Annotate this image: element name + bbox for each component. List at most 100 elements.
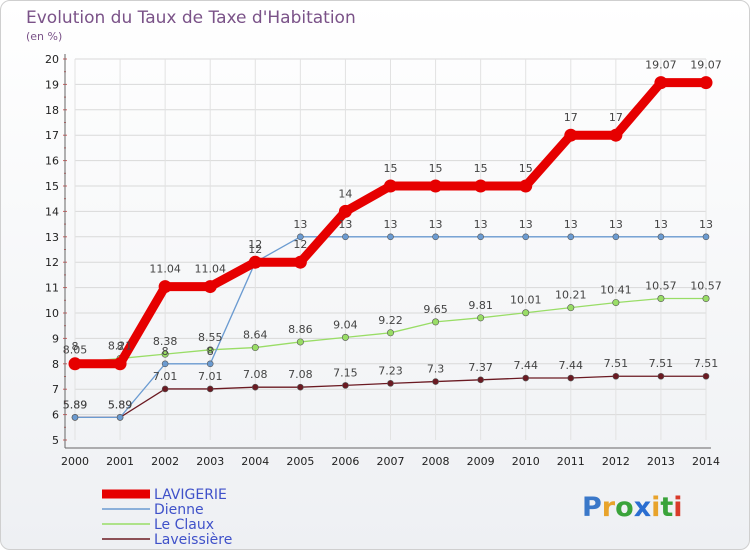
data-label: 7.08 [288, 368, 313, 381]
data-label: 11.04 [149, 263, 181, 276]
data-label: 7.23 [378, 364, 403, 377]
data-point [387, 233, 394, 241]
data-point [161, 385, 169, 393]
data-point [338, 204, 352, 218]
y-tick-label: 12 [45, 256, 59, 269]
data-point [657, 372, 665, 380]
chart-title: Evolution du Taux de Taxe d'Habitation [26, 8, 356, 28]
data-point [206, 360, 214, 368]
x-tick-label: 2000 [61, 455, 89, 468]
data-label: 8 [117, 340, 124, 353]
legend-item: Le Claux [102, 517, 214, 533]
x-tick-label: 2009 [467, 455, 495, 468]
y-tick-label: 17 [45, 129, 59, 142]
data-label: 5.89 [108, 398, 133, 411]
data-label: 13 [429, 218, 443, 231]
data-label: 8 [207, 345, 214, 358]
series-laveissi-re [71, 372, 710, 421]
data-label: 5.89 [63, 398, 88, 411]
data-point [251, 344, 259, 352]
y-tick-label: 15 [45, 180, 59, 193]
data-point [342, 233, 349, 241]
data-point [702, 233, 710, 241]
data-label: 19.07 [690, 59, 722, 72]
data-label: 10.21 [555, 289, 587, 302]
y-tick-label: 14 [45, 205, 59, 218]
data-label: 13 [609, 218, 623, 231]
logo-letter: o [615, 492, 634, 523]
data-label: 13 [474, 218, 488, 231]
x-tick-label: 2011 [557, 455, 585, 468]
data-label: 7.3 [427, 363, 445, 376]
data-label: 13 [654, 218, 668, 231]
data-label: 7.44 [559, 359, 584, 372]
data-label: 12 [248, 243, 262, 256]
data-point [293, 255, 307, 269]
x-tick-label: 2002 [151, 455, 179, 468]
data-point [297, 383, 304, 391]
data-label: 12 [293, 238, 307, 251]
data-label: 8.64 [243, 329, 268, 342]
data-label: 9.22 [378, 314, 403, 327]
logo-letter: i [673, 492, 682, 523]
data-point [609, 128, 623, 142]
data-point [161, 350, 169, 358]
x-tick-label: 2008 [422, 455, 450, 468]
data-point [68, 357, 82, 371]
data-point [161, 360, 169, 368]
data-label: 10.57 [690, 280, 722, 293]
legend-label: LAVIGERIE [154, 487, 227, 503]
data-label: 7.37 [468, 361, 493, 374]
data-label: 10.41 [600, 284, 632, 297]
logo-letter: x [634, 492, 651, 523]
data-point [341, 333, 349, 341]
data-label: 7.08 [243, 368, 268, 381]
data-point [612, 233, 620, 241]
proxiti-logo: Proxiti [582, 492, 683, 523]
data-point [297, 233, 304, 241]
data-point [296, 338, 304, 346]
legend-item: Laveissière [102, 532, 232, 548]
data-label: 8 [72, 340, 79, 353]
data-label: 8.55 [198, 331, 223, 344]
logo-letter: P [582, 492, 602, 523]
x-tick-label: 2001 [106, 455, 134, 468]
data-label: 14 [338, 187, 352, 200]
data-point [657, 295, 665, 303]
x-tick-label: 2007 [377, 455, 405, 468]
data-label: 8.38 [153, 335, 178, 348]
data-point [567, 374, 575, 382]
data-point [386, 329, 394, 337]
data-label: 13 [564, 218, 578, 231]
data-label: 15 [429, 162, 443, 175]
data-point [384, 179, 397, 193]
data-label: 15 [474, 162, 488, 175]
x-tick-label: 2003 [196, 455, 224, 468]
data-label: 10.01 [510, 294, 542, 307]
data-label: 7.44 [513, 359, 538, 372]
data-label: 13 [293, 218, 307, 231]
data-point [206, 346, 214, 354]
data-label: 15 [384, 162, 398, 175]
data-point [519, 179, 533, 193]
data-point [522, 374, 530, 382]
logo-letter: t [660, 492, 673, 523]
data-label: 7.51 [694, 357, 719, 370]
data-point [206, 385, 214, 393]
data-point [113, 357, 127, 371]
data-point [477, 314, 485, 322]
data-label: 13 [338, 218, 352, 231]
logo-letter: i [651, 492, 660, 523]
series-dienne [71, 233, 710, 421]
data-label: 5.89 [63, 398, 88, 411]
y-tick-label: 18 [45, 104, 59, 117]
x-tick-label: 2010 [512, 455, 540, 468]
y-tick-label: 10 [45, 307, 59, 320]
data-label: 13 [519, 218, 533, 231]
data-point [477, 233, 484, 241]
data-point [477, 376, 484, 384]
data-point [612, 299, 620, 307]
logo-letter: r [602, 492, 616, 523]
